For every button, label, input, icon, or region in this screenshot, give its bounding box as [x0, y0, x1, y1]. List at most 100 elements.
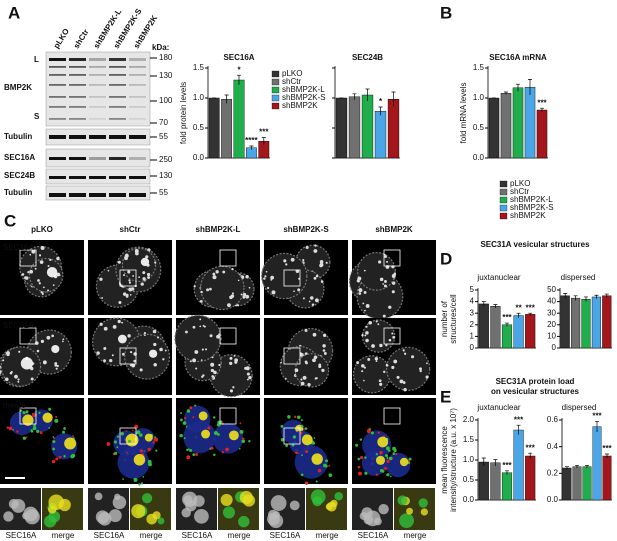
chart-title: SEC16A mRNA	[489, 53, 547, 62]
marker-label: 180	[159, 53, 173, 62]
bar	[602, 455, 612, 501]
legend-label: pLKO	[282, 69, 302, 78]
speckle	[147, 447, 151, 452]
inset-blob	[220, 493, 233, 506]
blot-band	[69, 118, 86, 120]
speckle	[162, 358, 165, 361]
speckle	[213, 416, 216, 419]
roi-box	[283, 269, 301, 287]
speckle	[371, 344, 375, 348]
clump	[42, 412, 53, 423]
speckle	[379, 343, 383, 348]
speckle	[229, 361, 233, 366]
clump	[201, 429, 211, 439]
y-axis-label: structures/cell	[449, 294, 458, 344]
speckle	[379, 277, 384, 282]
speckle	[48, 427, 51, 429]
speckle	[213, 453, 216, 457]
speckle	[209, 334, 213, 338]
speckle	[305, 450, 309, 454]
blot-band	[69, 106, 86, 108]
legend-label: shBMP2K-S	[282, 93, 326, 102]
speckle	[18, 350, 21, 353]
inset-label: merge	[404, 531, 427, 540]
error-bar	[224, 94, 229, 104]
column-label: shBMP2K-L	[196, 225, 241, 234]
y-tick-label: 0	[552, 343, 557, 352]
speckle	[130, 287, 135, 291]
speckle	[357, 276, 362, 281]
speckle	[239, 422, 242, 425]
speckle	[246, 372, 250, 376]
inset	[176, 488, 217, 530]
inset-blob	[418, 498, 428, 508]
bar	[348, 96, 361, 159]
speckle	[362, 302, 365, 305]
y-tick-label: 0.5	[463, 475, 475, 484]
panel-title: SEC31A protein load	[496, 377, 575, 386]
speckle	[218, 333, 220, 336]
significance: ***	[259, 128, 269, 137]
speckle	[142, 277, 146, 281]
speckle	[182, 421, 187, 425]
bar	[478, 303, 489, 349]
speckle	[419, 369, 422, 373]
speckle	[379, 450, 383, 455]
error-bar	[528, 452, 533, 459]
bar	[525, 314, 536, 349]
column-label: shBMP2K-S	[283, 225, 329, 234]
roi-box	[383, 407, 401, 425]
speckle	[358, 292, 362, 295]
speckle	[309, 296, 314, 300]
clump	[64, 437, 77, 450]
y-tick-label: 1	[470, 332, 475, 341]
speckle	[383, 284, 387, 288]
roi-box	[19, 249, 37, 267]
bar	[582, 466, 592, 501]
speckle	[293, 290, 295, 293]
speckle	[225, 447, 229, 452]
cell-outline	[28, 257, 64, 293]
speckle	[426, 362, 428, 365]
speckle	[62, 430, 65, 434]
speckle	[153, 362, 157, 367]
speckle	[140, 482, 144, 485]
blot-band	[49, 193, 66, 197]
speckle	[240, 293, 243, 296]
y-tick-label: 10	[547, 332, 556, 341]
speckle	[248, 440, 251, 443]
speckle	[212, 275, 217, 280]
inset-label: SEC16A	[270, 531, 301, 540]
speckle	[363, 379, 365, 382]
blot-band	[69, 193, 86, 197]
speckle	[229, 356, 233, 360]
speckle	[300, 378, 303, 381]
speckle	[127, 334, 131, 338]
speckle	[192, 453, 196, 457]
cell-outline	[357, 251, 396, 291]
speckle	[42, 360, 47, 365]
speckle	[31, 249, 36, 254]
legend-label: shBMP2K	[510, 211, 546, 220]
speckle	[216, 334, 220, 339]
speckle	[143, 331, 147, 335]
speckle	[318, 364, 322, 368]
blot-band	[109, 58, 126, 61]
speckle	[304, 328, 308, 332]
legend-label: pLKO	[510, 179, 530, 188]
speckle	[386, 260, 389, 263]
speckle	[199, 318, 202, 321]
speckle	[142, 476, 145, 478]
speckle	[307, 382, 311, 387]
inset-blob	[131, 504, 146, 519]
speckle	[140, 282, 144, 286]
error-bar	[516, 83, 520, 92]
panel-label: B	[440, 3, 452, 22]
bar	[560, 295, 570, 349]
speckle	[363, 269, 366, 272]
blot-band	[49, 74, 66, 76]
blot-band	[129, 118, 146, 120]
speckle	[125, 294, 129, 298]
speckle	[55, 415, 58, 418]
speckle	[365, 331, 369, 335]
